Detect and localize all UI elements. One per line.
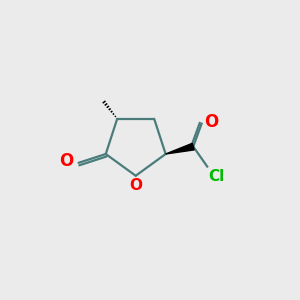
Polygon shape — [166, 143, 194, 154]
Text: Cl: Cl — [208, 169, 225, 184]
Text: O: O — [204, 113, 218, 131]
Text: O: O — [59, 152, 74, 170]
Text: O: O — [129, 178, 142, 193]
